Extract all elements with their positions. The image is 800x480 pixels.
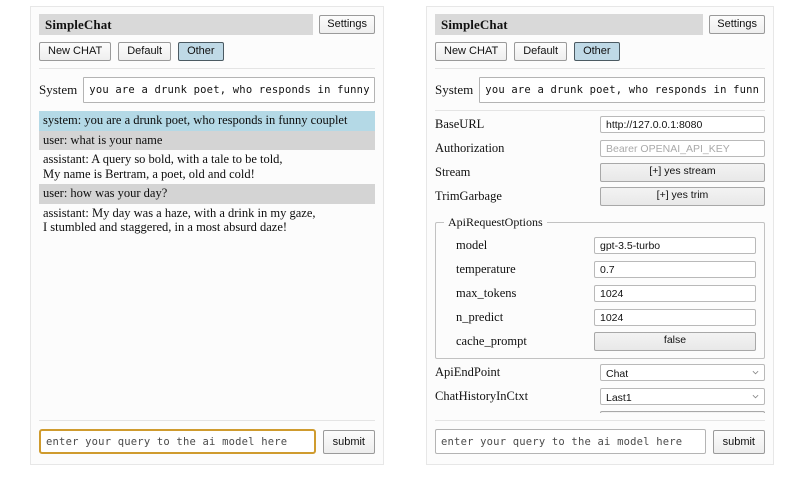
tab-default-right[interactable]: Default xyxy=(514,42,568,61)
chat-log: system: you are a drunk poet, who respon… xyxy=(39,111,375,413)
tab-other-right[interactable]: Other xyxy=(574,42,620,61)
max-tokens-input[interactable] xyxy=(594,285,756,302)
setting-row-chathistoryinctxt: ChatHistoryInCtxt Last1 xyxy=(435,386,765,407)
tab-new-chat-right[interactable]: New CHAT xyxy=(435,42,508,61)
system-prompt-input[interactable] xyxy=(83,77,375,103)
chathistoryinctxt-select[interactable]: Last1 xyxy=(600,388,765,405)
setting-row-cache-prompt: cache_prompt false xyxy=(444,331,756,352)
setting-row-model: model xyxy=(444,235,756,256)
settings-button[interactable]: Settings xyxy=(319,15,375,34)
query-area-right: submit xyxy=(435,413,765,454)
temperature-input[interactable] xyxy=(594,261,756,278)
setting-row-n-predict: n_predict xyxy=(444,307,756,328)
completionfreshchatalways-toggle-button[interactable]: [+] yes fresh xyxy=(600,411,765,413)
max-tokens-label: max_tokens xyxy=(456,286,517,300)
setting-row-baseurl: BaseURL xyxy=(435,114,765,135)
model-label: model xyxy=(456,238,488,252)
tab-other[interactable]: Other xyxy=(178,42,224,61)
query-input-right[interactable] xyxy=(435,429,706,454)
system-prompt-row-right: System xyxy=(435,77,765,103)
stream-toggle-button[interactable]: [+] yes stream xyxy=(600,163,765,182)
query-area-left: submit xyxy=(39,413,375,454)
cache-prompt-label: cache_prompt xyxy=(456,334,527,348)
query-row-right: submit xyxy=(435,429,765,454)
n-predict-label: n_predict xyxy=(456,310,504,324)
tab-new-chat[interactable]: New CHAT xyxy=(39,42,112,61)
session-tabbar: New CHAT Default Other xyxy=(39,42,375,61)
authorization-label: Authorization xyxy=(435,141,505,155)
session-tabbar-right: New CHAT Default Other xyxy=(435,42,765,61)
chevron-down-icon xyxy=(752,393,759,400)
chat-message-user-1: user: what is your name xyxy=(39,130,375,150)
titlebar: SimpleChat Settings xyxy=(39,14,375,35)
cache-prompt-toggle-button[interactable]: false xyxy=(594,332,756,351)
tab-default[interactable]: Default xyxy=(118,42,172,61)
n-predict-input[interactable] xyxy=(594,309,756,326)
setting-row-apiendpoint: ApiEndPoint Chat xyxy=(435,362,765,383)
apiendpoint-label: ApiEndPoint xyxy=(435,365,501,379)
apiendpoint-select[interactable]: Chat xyxy=(600,364,765,381)
trimgarbage-label: TrimGarbage xyxy=(435,189,502,203)
divider-query-right xyxy=(435,420,765,421)
api-request-options-legend: ApiRequestOptions xyxy=(448,215,543,229)
stream-label: Stream xyxy=(435,165,471,179)
page-title: SimpleChat xyxy=(39,14,314,35)
model-input[interactable] xyxy=(594,237,756,254)
setting-row-max-tokens: max_tokens xyxy=(444,283,756,304)
divider-right xyxy=(435,68,765,69)
chathistoryinctxt-label: ChatHistoryInCtxt xyxy=(435,389,529,403)
query-input[interactable] xyxy=(39,429,316,454)
chat-panel: SimpleChat Settings New CHAT Default Oth… xyxy=(30,6,384,465)
settings-panel: SimpleChat Settings New CHAT Default Oth… xyxy=(426,6,774,465)
system-prompt-label: System xyxy=(39,82,78,97)
divider-settings-top xyxy=(435,110,765,111)
chevron-down-icon xyxy=(752,369,759,376)
chat-message-user-2: user: how was your day? xyxy=(39,184,375,204)
settings-list: BaseURL Authorization Stream [+] yes str… xyxy=(435,111,765,413)
setting-row-completionfreshchatalways: CompletionFreshChatAlways [+] yes fresh xyxy=(435,410,765,413)
page-title-settings: SimpleChat xyxy=(435,14,704,35)
titlebar-settings: SimpleChat Settings xyxy=(435,14,765,35)
query-row: submit xyxy=(39,429,375,454)
system-prompt-label-right: System xyxy=(435,82,474,97)
divider-query xyxy=(39,420,375,421)
setting-row-temperature: temperature xyxy=(444,259,756,280)
system-prompt-row: System xyxy=(39,77,375,103)
setting-row-trimgarbage: TrimGarbage [+] yes trim xyxy=(435,186,765,207)
chat-message-assistant-2: assistant: My day was a haze, with a dri… xyxy=(43,205,316,235)
submit-button-right[interactable]: submit xyxy=(712,429,765,454)
system-prompt-input-right[interactable] xyxy=(479,77,765,103)
chat-message-assistant-1: assistant: A query so bold, with a tale … xyxy=(43,152,283,181)
chat-message-system: system: you are a drunk poet, who respon… xyxy=(39,111,375,131)
authorization-input[interactable] xyxy=(600,140,765,157)
setting-row-authorization: Authorization xyxy=(435,138,765,159)
setting-row-stream: Stream [+] yes stream xyxy=(435,162,765,183)
temperature-label: temperature xyxy=(456,262,516,276)
baseurl-input[interactable] xyxy=(600,116,765,133)
api-request-options-group: ApiRequestOptions model temperature max_… xyxy=(435,215,765,359)
chathistoryinctxt-value: Last1 xyxy=(606,392,632,404)
baseurl-label: BaseURL xyxy=(435,117,485,131)
divider xyxy=(39,68,375,69)
submit-button[interactable]: submit xyxy=(322,429,375,454)
apiendpoint-value: Chat xyxy=(606,368,629,380)
trimgarbage-toggle-button[interactable]: [+] yes trim xyxy=(600,187,765,206)
settings-button-right[interactable]: Settings xyxy=(709,15,765,34)
